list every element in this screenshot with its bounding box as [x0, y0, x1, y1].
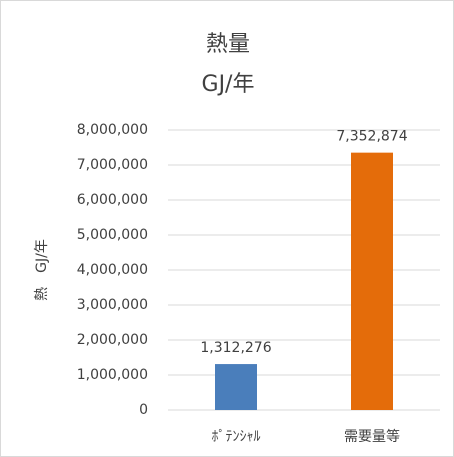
data-label: 7,352,874: [336, 129, 407, 145]
y-tick-label: 3,000,000: [77, 297, 148, 313]
bar: [351, 152, 393, 410]
y-tick-label: 1,000,000: [77, 367, 148, 383]
y-axis-title: 熱 GJ/年: [34, 239, 50, 301]
y-tick-label: 4,000,000: [77, 262, 148, 278]
x-tick-label: ﾎﾟﾃﾝｼｬﾙ: [212, 429, 261, 445]
chart-subtitle: GJ/年: [202, 72, 255, 97]
y-tick-label: 6,000,000: [77, 192, 148, 208]
x-tick-label: 需要量等: [344, 428, 400, 445]
data-label: 1,312,276: [200, 340, 271, 356]
bar: [215, 364, 257, 410]
y-tick-label: 0: [139, 402, 148, 418]
y-tick-label: 5,000,000: [77, 227, 148, 243]
y-tick-label: 2,000,000: [77, 332, 148, 348]
y-tick-label: 7,000,000: [77, 157, 148, 173]
chart-title: 熱量: [206, 32, 250, 57]
y-tick-label: 8,000,000: [77, 122, 148, 138]
